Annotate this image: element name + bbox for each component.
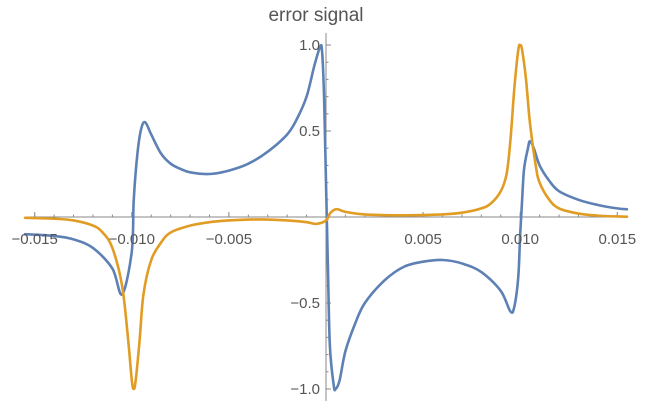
y-tick-label: −1.0: [290, 381, 320, 398]
series-line-1: [23, 43, 629, 392]
x-tick-label: −0.015: [12, 231, 58, 248]
tick-labels: −0.015 −0.010 −0.005 0.005 0.010 0.015 −1.0 −0.…: [12, 37, 637, 398]
series-layer: [23, 43, 629, 392]
y-tick-label: 0.5: [299, 123, 320, 140]
x-tick-label: 0.015: [599, 231, 637, 248]
series-line-2: [23, 43, 629, 391]
x-tick-label: 0.010: [501, 231, 539, 248]
x-tick-label: −0.010: [109, 231, 155, 248]
chart-title: error signal: [268, 5, 363, 26]
x-tick-label: −0.005: [206, 231, 252, 248]
y-tick-label: 1.0: [299, 37, 320, 54]
y-tick-label: −0.5: [290, 295, 320, 312]
x-tick-label: 0.005: [404, 231, 442, 248]
